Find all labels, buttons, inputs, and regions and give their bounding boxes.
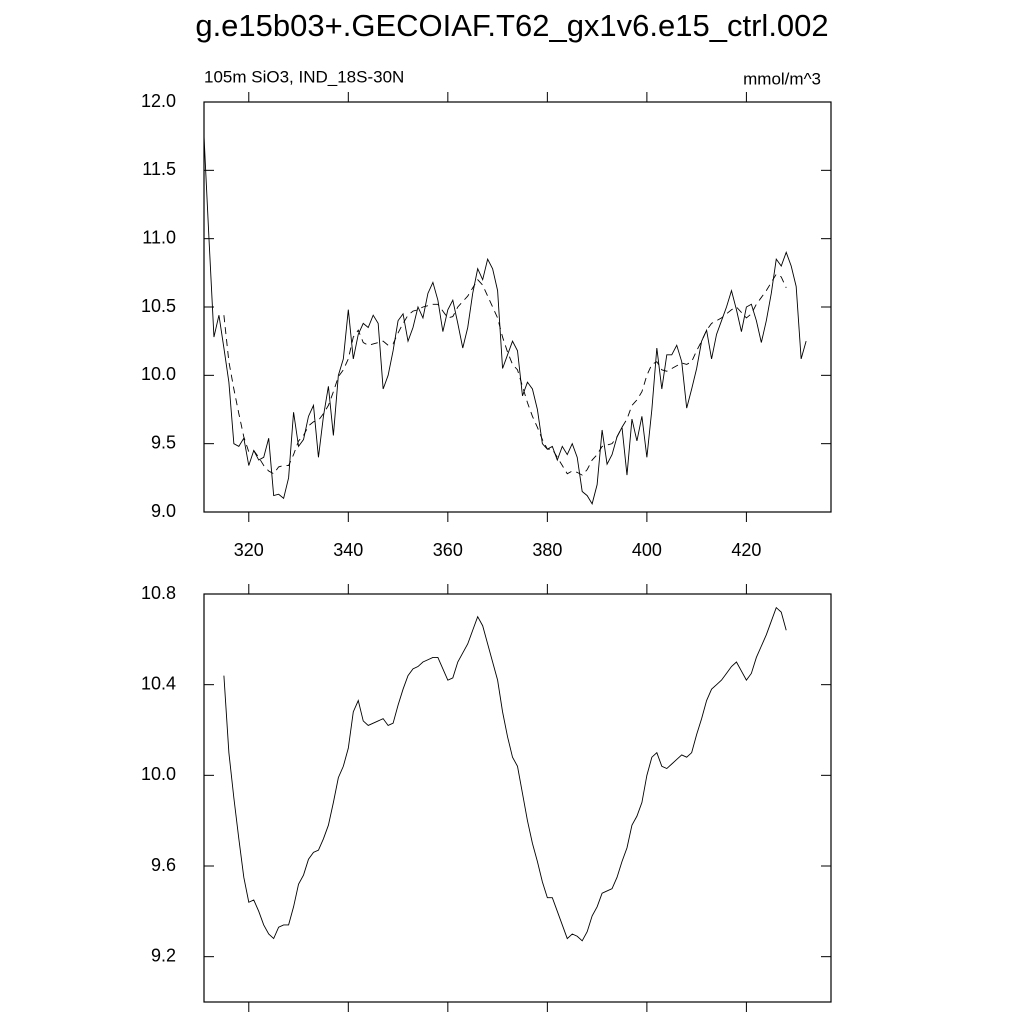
y-tick-label: 9.0	[151, 501, 176, 521]
y-tick-label: 10.8	[141, 583, 176, 603]
x-tick-label: 420	[731, 540, 761, 560]
series-line	[223, 273, 787, 476]
x-tick-label: 320	[234, 540, 264, 560]
plot-frame	[203, 101, 832, 513]
subtitle-right: mmol/m^3	[743, 69, 821, 88]
x-tick-label: 400	[632, 540, 662, 560]
page-title: g.e15b03+.GECOIAF.T62_gx1v6.e15_ctrl.002	[195, 8, 828, 43]
y-tick-label: 11.0	[142, 227, 176, 247]
y-tick-label: 10.4	[141, 673, 176, 693]
x-tick-label: 360	[433, 540, 463, 560]
x-tick-label: 340	[333, 540, 363, 560]
series-line	[223, 606, 787, 942]
y-tick-label: 11.5	[142, 159, 176, 179]
series-line	[203, 136, 807, 505]
y-tick-label: 10.0	[141, 764, 176, 784]
y-tick-label: 9.2	[151, 945, 176, 965]
plot-frame	[203, 593, 832, 1003]
y-tick-label: 10.0	[141, 364, 176, 384]
y-tick-label: 9.5	[151, 432, 176, 452]
x-tick-label: 380	[532, 540, 562, 560]
subtitle-left: 105m SiO3, IND_18S-30N	[204, 67, 404, 86]
y-tick-label: 10.5	[141, 296, 176, 316]
y-tick-label: 9.6	[151, 855, 176, 875]
y-tick-label: 12.0	[141, 91, 176, 111]
